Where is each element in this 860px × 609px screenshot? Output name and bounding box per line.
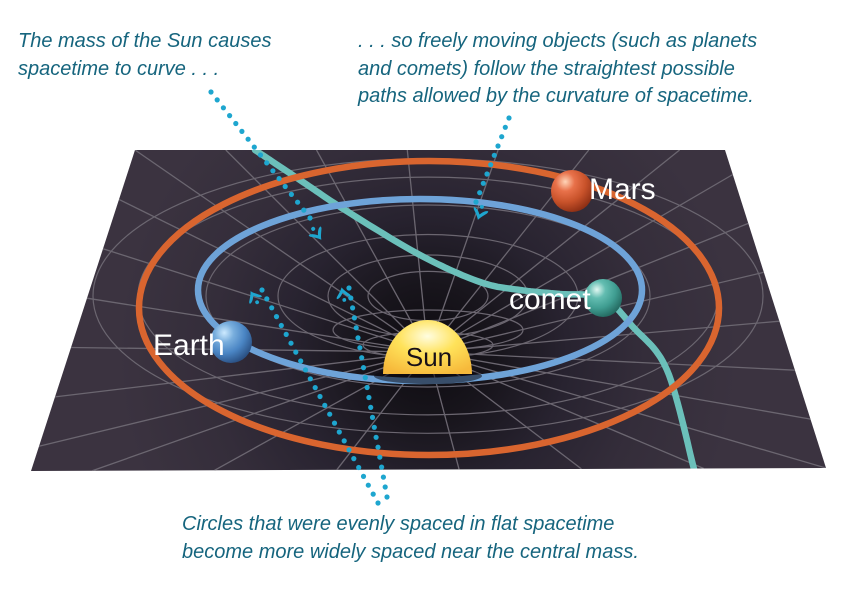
svg-text:Sun: Sun xyxy=(406,342,452,372)
svg-text:Mars: Mars xyxy=(589,173,656,206)
svg-text:Earth: Earth xyxy=(153,329,225,362)
svg-text:comet: comet xyxy=(509,283,591,316)
